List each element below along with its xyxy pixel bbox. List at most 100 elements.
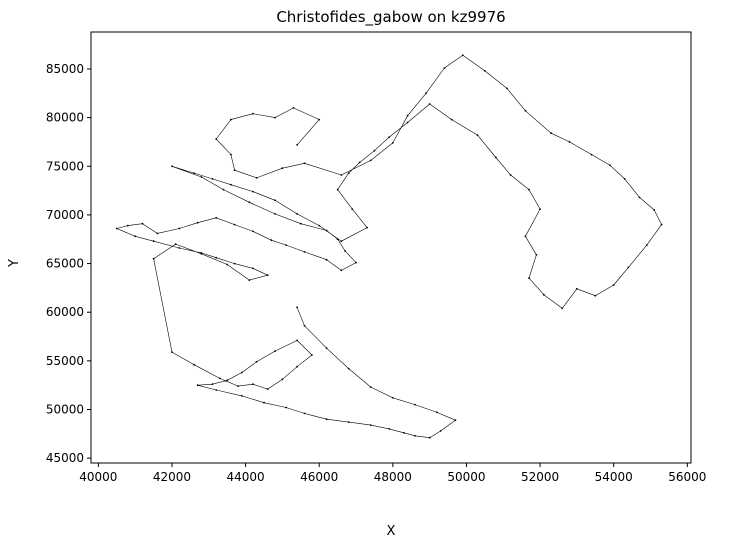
tour-point xyxy=(126,224,129,227)
tour-point xyxy=(296,339,298,342)
tour-point xyxy=(406,121,409,124)
x-tick-label: 42000 xyxy=(153,470,191,484)
tour-point xyxy=(414,403,416,406)
tour-point xyxy=(266,388,269,390)
y-tick-label: 75000 xyxy=(46,159,84,173)
y-tick-label: 70000 xyxy=(46,208,84,222)
tour-point xyxy=(645,244,648,247)
tour-point xyxy=(252,230,254,233)
tour-point xyxy=(340,240,343,243)
tour-point xyxy=(653,209,656,211)
tour-point xyxy=(539,208,541,211)
tour-point xyxy=(509,174,512,176)
tour-point xyxy=(325,418,328,421)
y-tick-label: 50000 xyxy=(46,402,84,416)
tour-point xyxy=(351,208,354,211)
x-tick-label: 52000 xyxy=(521,470,559,484)
tour-point xyxy=(303,412,306,415)
tour-point xyxy=(200,252,203,255)
x-tick-label: 44000 xyxy=(227,470,265,484)
tour-point xyxy=(414,434,416,437)
tour-point xyxy=(454,419,457,422)
tour-point xyxy=(193,172,196,175)
tour-point xyxy=(152,257,155,260)
x-tick-label: 56000 xyxy=(668,470,706,484)
x-tick-label: 46000 xyxy=(300,470,338,484)
tour-point xyxy=(439,430,442,432)
tour-point xyxy=(230,183,232,186)
tour-point xyxy=(274,213,276,215)
tour-point xyxy=(495,156,497,159)
axes-frame xyxy=(90,31,692,464)
tour-point xyxy=(237,385,240,387)
tour-point xyxy=(233,169,236,172)
tour-point xyxy=(318,224,321,227)
tour-point xyxy=(178,247,181,249)
tour-point xyxy=(211,383,214,386)
tour-point xyxy=(388,428,391,430)
tour-point xyxy=(590,153,593,156)
tour-point xyxy=(252,112,254,115)
tour-point xyxy=(303,324,306,327)
tour-point xyxy=(226,263,229,266)
tour-point xyxy=(325,229,328,232)
x-axis-label: X xyxy=(387,524,396,539)
tour-point xyxy=(347,172,350,175)
tour-point xyxy=(542,293,545,296)
tour-point xyxy=(391,396,394,399)
tour-point xyxy=(347,367,350,370)
tour-point xyxy=(325,258,328,261)
tour-point xyxy=(369,424,372,426)
tour-point xyxy=(391,142,394,144)
y-tick-label: 80000 xyxy=(46,111,84,125)
tour-point xyxy=(285,406,287,409)
tour-point xyxy=(366,226,368,229)
tour-point xyxy=(241,371,243,374)
plot-area xyxy=(90,31,692,464)
tour-point xyxy=(171,165,173,168)
chart-title: Christofides_gabow on kz9976 xyxy=(276,8,505,27)
tour-point xyxy=(233,262,236,265)
tour-point xyxy=(193,363,196,366)
y-axis: 45000 50000 55000 60000 65000 70000 75000 80000… xyxy=(46,62,91,465)
tour-point xyxy=(226,379,229,382)
tour-point xyxy=(281,167,284,170)
tour-point xyxy=(200,176,203,178)
tour-point xyxy=(336,188,339,191)
x-tick-label: 48000 xyxy=(374,470,412,484)
tour-point xyxy=(241,395,243,397)
tour-point xyxy=(255,360,258,363)
tour-point xyxy=(171,351,173,353)
tour-point xyxy=(218,377,221,380)
tour-point xyxy=(336,238,339,241)
tour-point xyxy=(638,196,641,199)
tour-point xyxy=(506,87,508,90)
x-tick-label: 54000 xyxy=(595,470,633,484)
tour-point xyxy=(369,159,372,162)
tour-point xyxy=(311,354,313,356)
tour-point xyxy=(561,307,564,310)
x-axis: 40000 42000 44000 46000 48000 50000 52000 54000… xyxy=(79,463,706,484)
tour-point xyxy=(403,431,405,434)
tour-point xyxy=(609,164,611,167)
tour-point xyxy=(296,306,298,309)
tour-point xyxy=(443,67,446,69)
tour-point xyxy=(528,188,530,191)
tour-point xyxy=(285,244,287,247)
tour-point xyxy=(281,378,284,381)
tour-point xyxy=(388,136,391,139)
tour-point xyxy=(263,401,265,404)
tour-point xyxy=(623,178,626,180)
tour-point xyxy=(535,253,538,256)
tour-point xyxy=(211,178,214,180)
tour-point xyxy=(274,116,276,119)
tour-point xyxy=(318,118,321,121)
tour-point xyxy=(252,383,254,386)
tour-point xyxy=(476,134,479,137)
tour-point xyxy=(248,279,251,281)
tour-point xyxy=(296,365,298,368)
tour-point xyxy=(222,188,225,191)
y-tick-label: 85000 xyxy=(46,62,84,76)
tour-point xyxy=(230,153,232,156)
